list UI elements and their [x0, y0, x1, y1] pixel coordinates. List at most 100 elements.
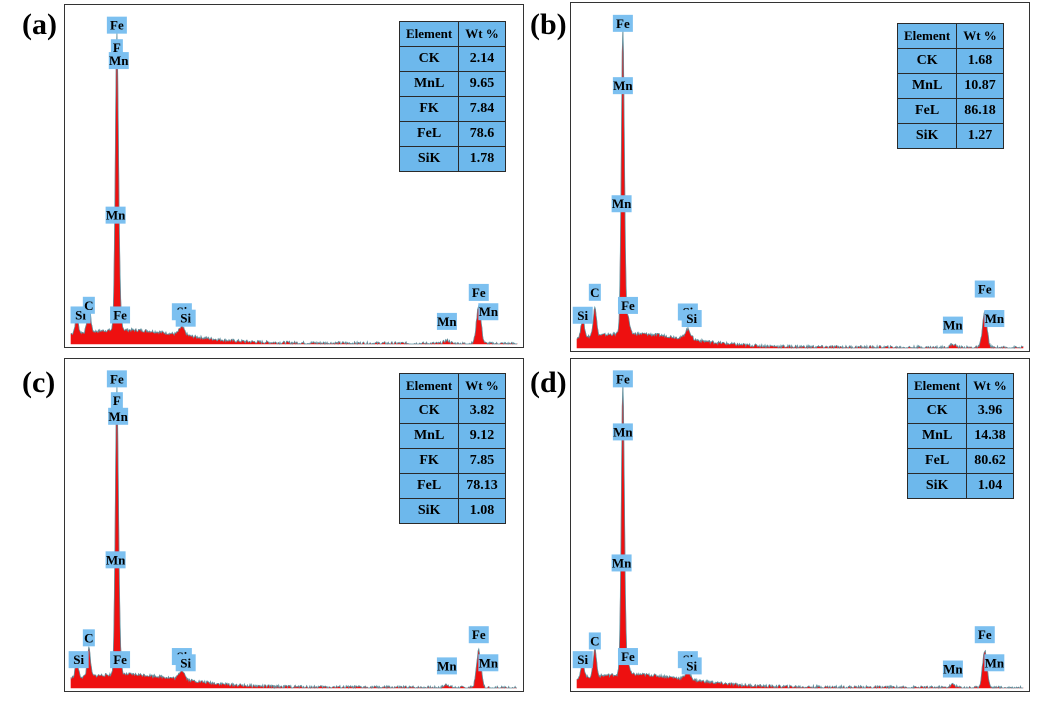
- table-row: SiK 1.78: [398, 146, 506, 172]
- peak-label: C: [82, 296, 95, 314]
- peak-label-text: Fe: [110, 18, 124, 33]
- peak-label-text: Fe: [621, 298, 635, 313]
- wt-cell: 14.38: [966, 423, 1014, 449]
- peak-label-text: Fe: [621, 649, 635, 664]
- peak-label-text: Si: [577, 652, 588, 667]
- peak-label-bg: [68, 651, 89, 669]
- peak-label: F: [110, 392, 123, 410]
- peak-label-text: Fe: [472, 285, 486, 300]
- peak-label-text: Fe: [978, 627, 992, 642]
- peak-label: Mn: [612, 77, 633, 95]
- peak-label: Fe: [110, 651, 131, 669]
- table-header: Wt %: [956, 23, 1004, 49]
- peak-label-text: Mn: [613, 78, 633, 93]
- peak-label-bg: [468, 283, 489, 301]
- wt-table: Element Wt % CK 3.82 MnL 9.12 FK 7.85 FeL 78.13 Si…: [398, 373, 506, 524]
- wt-cell: 1.68: [956, 48, 1004, 74]
- peak-label-text: Mn: [479, 304, 499, 319]
- spectrum-outline: [70, 32, 518, 346]
- peak-label-bg: [681, 657, 702, 675]
- peak-label: Fe: [106, 370, 127, 388]
- peak-label-bg: [110, 651, 131, 669]
- peak-label-text: Fe: [978, 282, 992, 297]
- table-row: FeL 86.18: [896, 98, 1004, 124]
- peak-label-text: Mn: [479, 655, 499, 670]
- peak-label-bg: [612, 370, 633, 388]
- element-cell: CK: [896, 48, 958, 74]
- peak-label-text: Mn: [612, 196, 632, 211]
- element-cell: MnL: [398, 71, 460, 97]
- spectrum-outline: [576, 27, 1024, 350]
- eds-spectrum-svg: FeMnMnSiCFeSiSiMnFeMn: [572, 370, 1024, 690]
- peak-label-bg: [984, 654, 1005, 672]
- element-cell: FeL: [398, 473, 460, 499]
- peak-label-bg: [572, 651, 593, 669]
- peak-label: Fe: [974, 280, 995, 298]
- spectrum-outline: [70, 386, 518, 690]
- peak-label-text: F: [113, 40, 121, 55]
- peak-label: F: [110, 39, 123, 57]
- peak-label-text: Mn: [108, 409, 128, 424]
- peak-label: Mn: [478, 654, 499, 672]
- peak-label-bg: [572, 306, 593, 324]
- peak-label: Mn: [942, 660, 963, 678]
- peak-label-bg: [974, 280, 995, 298]
- table-header: Wt %: [458, 373, 506, 399]
- peak-label-text: Mn: [612, 555, 632, 570]
- peak-label: C: [588, 632, 601, 650]
- peak-label: Mn: [612, 423, 633, 441]
- peak-label-bg: [436, 312, 457, 330]
- peak-label: Mn: [436, 312, 457, 330]
- element-cell: FeL: [398, 121, 460, 147]
- wt-cell: 80.62: [966, 448, 1014, 474]
- table-header-row: Element Wt %: [896, 23, 1004, 49]
- peak-label: Fe: [110, 306, 131, 324]
- peak-label: Si: [572, 651, 593, 669]
- peak-label-bg: [588, 632, 601, 650]
- peak-label: Si: [681, 310, 702, 328]
- peak-label: Mn: [942, 316, 963, 334]
- table-header: Wt %: [458, 21, 506, 47]
- peak-label-bg: [106, 16, 127, 34]
- peak-label-text: Si: [75, 307, 86, 322]
- table-row: FK 7.84: [398, 96, 506, 122]
- peak-label-bg: [82, 629, 95, 647]
- table-header-row: Element Wt %: [398, 21, 506, 47]
- peak-label-bg: [974, 626, 995, 644]
- peak-label-bg: [175, 654, 196, 672]
- wt-cell: 1.08: [458, 498, 506, 524]
- element-cell: FeL: [896, 98, 958, 124]
- table-header: Element: [906, 373, 968, 399]
- peak-label-bg: [612, 14, 633, 32]
- wt-table: Element Wt % CK 3.96 MnL 14.38 FeL 80.62 SiK 1.04: [906, 373, 1014, 499]
- element-cell: SiK: [906, 473, 968, 499]
- peak-label-bg: [108, 52, 129, 70]
- peak-label-text: Mn: [985, 655, 1005, 670]
- table-row: CK 1.68: [896, 48, 1004, 74]
- element-cell: MnL: [398, 423, 460, 449]
- peak-label-text: C: [590, 633, 599, 648]
- peak-label-bg: [106, 370, 127, 388]
- peak-label-text: Fe: [110, 371, 124, 386]
- spectrum-outline: [576, 383, 1024, 690]
- peak-label-text: Si: [577, 308, 588, 323]
- peak-label: Mn: [108, 407, 129, 425]
- peak-label-text: Fe: [113, 652, 127, 667]
- panel-label: (b): [530, 8, 567, 41]
- peak-label-bg: [942, 660, 963, 678]
- peak-label-text: Fe: [113, 307, 127, 322]
- peak-label-bg: [105, 551, 126, 569]
- table-row: CK 3.82: [398, 398, 506, 424]
- peak-label: Si: [175, 309, 196, 327]
- table-header-row: Element Wt %: [906, 373, 1014, 399]
- peak-label-bg: [612, 423, 633, 441]
- peak-label-bg: [108, 407, 129, 425]
- peak-label: Mn: [611, 554, 632, 572]
- peak-label-text: C: [84, 298, 93, 313]
- table-header: Wt %: [966, 373, 1014, 399]
- peak-label-bg: [612, 77, 633, 95]
- element-cell: SiK: [398, 498, 460, 524]
- peak-label: Fe: [468, 283, 489, 301]
